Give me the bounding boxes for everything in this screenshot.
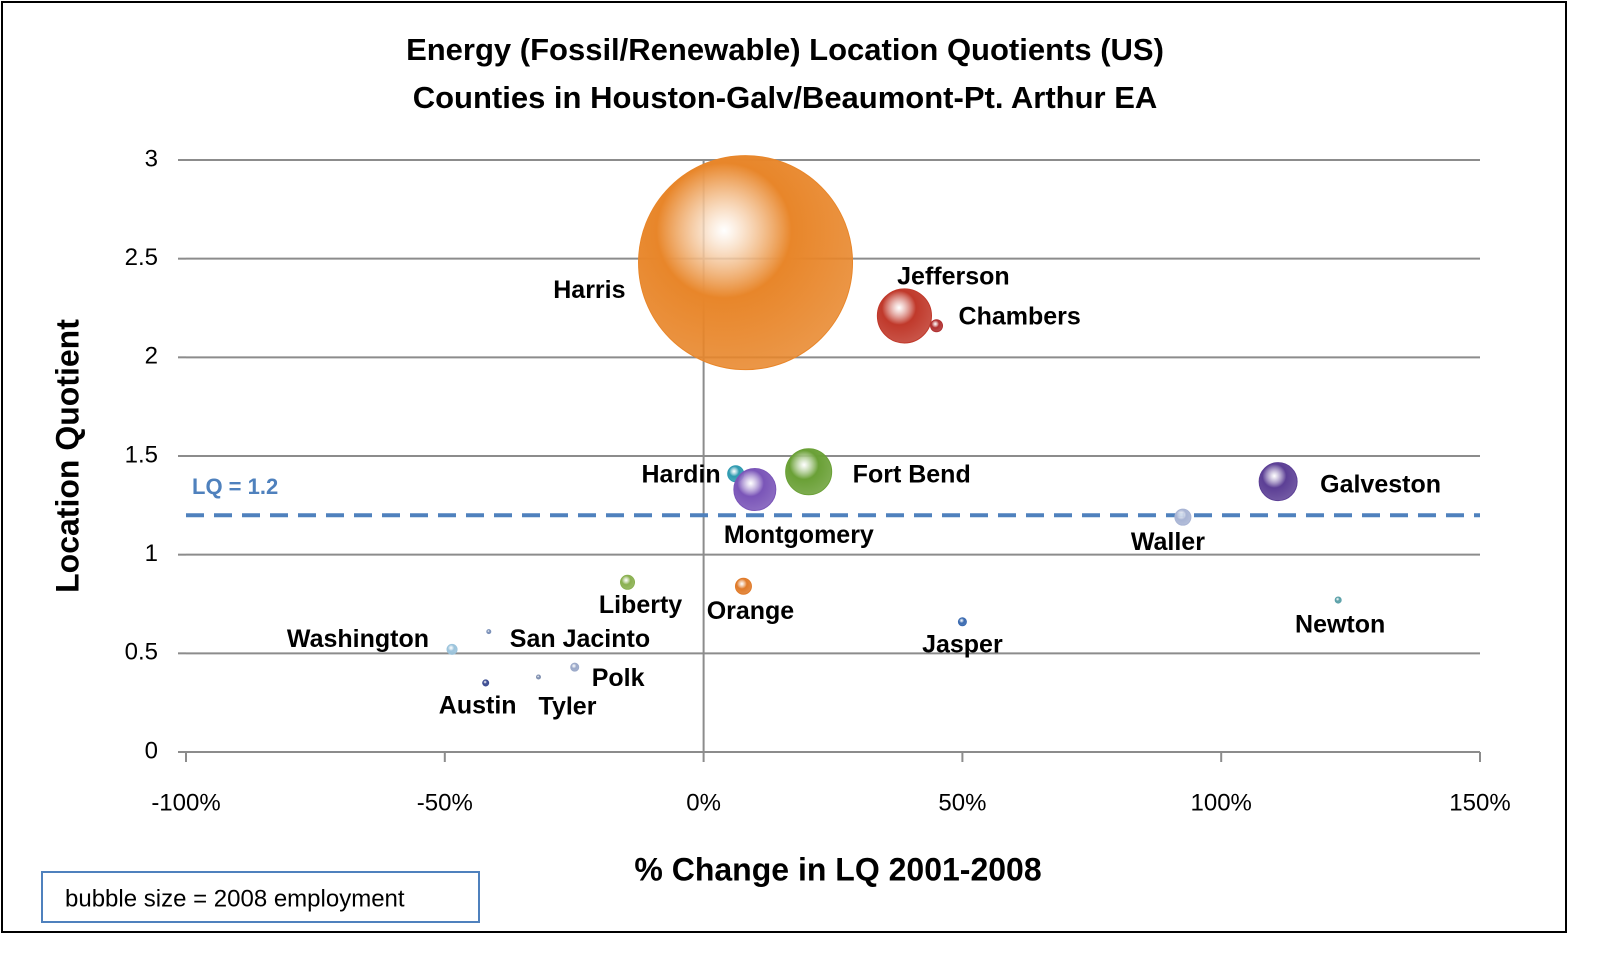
data-label: Montgomery (724, 521, 874, 549)
data-label: Austin (439, 692, 517, 720)
data-label: Jefferson (897, 263, 1010, 291)
bubble (486, 629, 492, 635)
bubble (446, 643, 458, 655)
bubble (876, 288, 932, 344)
bubble (1258, 462, 1298, 502)
bubble (535, 674, 541, 680)
bubble (930, 319, 944, 333)
note: bubble size = 2008 employment (65, 885, 405, 912)
data-label: Liberty (599, 591, 682, 619)
data-label: Jasper (922, 630, 1003, 658)
data-label: Hardin (642, 460, 721, 488)
y-tick-label: 3 (145, 145, 158, 172)
bubble (570, 662, 580, 672)
data-label: Newton (1295, 611, 1385, 639)
bubble (734, 577, 752, 595)
reference-label: LQ = 1.2 (192, 474, 278, 499)
data-label: Tyler (539, 693, 597, 721)
data-label: Harris (553, 276, 625, 304)
bubble (785, 448, 833, 496)
x-tick-label: 50% (938, 789, 986, 816)
data-label: Orange (707, 597, 795, 625)
bubble (1334, 596, 1342, 604)
data-label: Waller (1131, 528, 1205, 556)
data-label: Polk (592, 664, 645, 692)
bubble (482, 679, 490, 687)
bubble (638, 155, 854, 371)
y-tick-label: 0.5 (125, 639, 158, 666)
data-label: Chambers (959, 302, 1081, 330)
bubble (1174, 508, 1192, 526)
x-tick-label: 0% (686, 789, 721, 816)
y-axis-label: Location Quotient (49, 319, 85, 593)
x-axis-label: % Change in LQ 2001-2008 (634, 851, 1041, 887)
x-tick-label: -50% (417, 789, 473, 816)
bubble (619, 574, 636, 590)
y-tick-label: 1 (145, 540, 158, 567)
bubble (733, 468, 777, 512)
chart-border (1, 1, 1567, 933)
chart-title: Energy (Fossil/Renewable) Location Quoti… (406, 32, 1164, 67)
bubble (957, 617, 967, 627)
y-tick-label: 1.5 (125, 441, 158, 468)
data-label: Washington (287, 625, 429, 653)
x-tick-label: -100% (151, 789, 220, 816)
note-box (41, 871, 480, 923)
y-tick-label: 2.5 (125, 244, 158, 271)
data-label: San Jacinto (510, 625, 650, 653)
x-tick-label: 100% (1191, 789, 1252, 816)
data-label: Fort Bend (853, 460, 971, 488)
x-tick-label: 150% (1449, 789, 1510, 816)
y-tick-label: 0 (145, 737, 158, 764)
data-label: Galveston (1320, 470, 1441, 498)
chart-title: Counties in Houston-Galv/Beaumont-Pt. Ar… (413, 80, 1158, 115)
y-tick-label: 2 (145, 343, 158, 370)
